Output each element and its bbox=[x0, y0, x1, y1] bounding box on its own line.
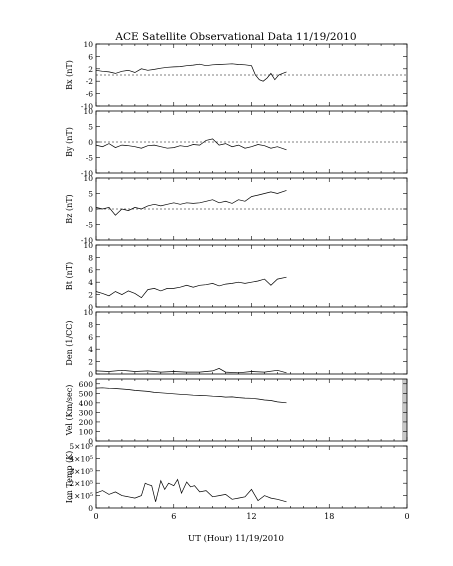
y-tick-label: 5 bbox=[88, 190, 93, 199]
panels: 10 6 2 -2 -6 -10 Bx (nT) 10 5 0 -5 -10 By (nT) 10 5 0 -5… bbox=[65, 40, 408, 513]
y-tick-label: -5 bbox=[86, 221, 94, 230]
y-tick-label: -10 bbox=[81, 169, 93, 178]
y-axis-label: Bt (nT) bbox=[65, 262, 74, 290]
x-tick-label: 0 bbox=[404, 512, 409, 521]
y-tick-label: 8 bbox=[88, 253, 93, 262]
y-tick-label: 0 bbox=[88, 370, 93, 379]
y-axis-label: Bz (nT) bbox=[65, 194, 74, 223]
panel-frame bbox=[95, 378, 408, 442]
y-tick-label: 1×10⁵ bbox=[69, 492, 93, 501]
x-axis: 0 6 12 18 0 bbox=[93, 512, 409, 521]
x-axis-label: UT (Hour) 11/19/2010 bbox=[188, 533, 284, 544]
y-tick-label: 3×10⁵ bbox=[69, 467, 93, 476]
y-tick-label: 2 bbox=[88, 358, 93, 367]
y-tick-label: 5×10⁵ bbox=[69, 442, 93, 451]
x-tick-label: 0 bbox=[93, 512, 98, 521]
panel-frame bbox=[95, 445, 408, 509]
x-tick-label: 6 bbox=[171, 512, 176, 521]
y-tick-label: 500 bbox=[79, 389, 94, 398]
y-tick-label: 2×10⁵ bbox=[69, 479, 93, 488]
y-tick-label: 200 bbox=[79, 418, 94, 427]
y-tick-label: 300 bbox=[79, 408, 94, 417]
panel-4: 10 8 6 4 2 0 Den (1/CC) bbox=[65, 308, 408, 379]
y-axis-label: Ion Temp (K) bbox=[65, 451, 74, 504]
y-tick-label: 10 bbox=[83, 174, 93, 183]
y-tick-label: 0 bbox=[88, 303, 93, 312]
y-tick-label: 8 bbox=[88, 320, 93, 329]
y-tick-label: 100 bbox=[79, 427, 94, 436]
panel-6: 5×10⁵ 4×10⁵ 3×10⁵ 2×10⁵ 1×10⁵ 0 Ion Temp (K) bbox=[65, 442, 408, 513]
y-tick-label: 0 bbox=[88, 205, 93, 214]
panel-3: 10 8 6 4 2 0 Bt (nT) bbox=[65, 241, 408, 312]
series-line-0 bbox=[95, 63, 287, 82]
y-tick-label: 4 bbox=[88, 345, 93, 354]
y-tick-label: 2 bbox=[88, 291, 93, 300]
panel-frame bbox=[95, 244, 408, 308]
data-gap-band bbox=[402, 379, 407, 441]
y-tick-label: 4×10⁵ bbox=[69, 454, 93, 463]
panel-2: 10 5 0 -5 -10 Bz (nT) bbox=[65, 174, 408, 245]
y-tick-label: 10 bbox=[83, 107, 93, 116]
series-line-0 bbox=[95, 368, 287, 374]
series-line-0 bbox=[95, 138, 287, 151]
panel-0: 10 6 2 -2 -6 -10 Bx (nT) bbox=[65, 40, 408, 111]
y-tick-label: 10 bbox=[83, 308, 93, 317]
y-tick-label: 5 bbox=[88, 123, 93, 132]
series-line-0 bbox=[95, 190, 287, 216]
y-axis-label: Vel (Km/sec) bbox=[65, 385, 74, 437]
y-tick-label: 600 bbox=[79, 380, 94, 389]
x-tick-label: 18 bbox=[324, 512, 334, 521]
series-line-0 bbox=[95, 276, 287, 299]
y-tick-label: 6 bbox=[88, 266, 93, 275]
y-tick-label: -10 bbox=[81, 236, 93, 245]
y-tick-label: -2 bbox=[86, 77, 94, 86]
panel-frame bbox=[95, 311, 408, 375]
panel-1: 10 5 0 -5 -10 By (nT) bbox=[65, 107, 408, 178]
y-tick-label: 400 bbox=[79, 399, 94, 408]
y-tick-label: 0 bbox=[88, 437, 93, 446]
y-tick-label: 0 bbox=[88, 504, 93, 513]
y-tick-label: -5 bbox=[86, 154, 94, 163]
series-line-0 bbox=[95, 387, 287, 404]
series-line-0 bbox=[95, 478, 287, 503]
y-axis-label: Bx (nT) bbox=[65, 60, 74, 90]
y-tick-label: -10 bbox=[81, 102, 93, 111]
y-tick-label: 6 bbox=[88, 52, 93, 61]
y-tick-label: -6 bbox=[86, 90, 94, 99]
y-axis-label: By (nT) bbox=[65, 127, 74, 157]
y-tick-label: 0 bbox=[88, 138, 93, 147]
y-tick-label: 6 bbox=[88, 333, 93, 342]
y-tick-label: 10 bbox=[83, 241, 93, 250]
y-tick-label: 4 bbox=[88, 278, 93, 287]
y-tick-label: 2 bbox=[88, 65, 93, 74]
chart-title: ACE Satellite Observational Data 11/19/2… bbox=[114, 31, 356, 43]
y-axis-label: Den (1/CC) bbox=[65, 320, 74, 365]
x-tick-label: 12 bbox=[246, 512, 256, 521]
y-tick-label: 10 bbox=[83, 40, 93, 49]
